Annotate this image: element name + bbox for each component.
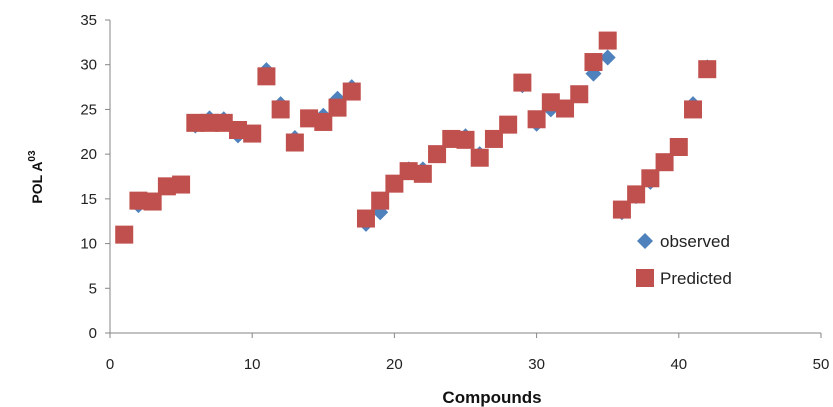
predicted-point [115,225,134,244]
x-tick-label: 10 [244,356,261,373]
predicted-point [314,112,333,131]
predicted-point [300,109,319,128]
y-axis-label-base: POL A [29,162,45,204]
predicted-point [484,129,503,148]
predicted-point [442,129,461,148]
observed-legend-label: observed [660,232,730,251]
predicted-point [385,174,404,193]
predicted-point [257,67,276,86]
y-axis: 0 5 10 15 20 25 30 35 [80,12,111,342]
y-tick-label: 5 [89,280,97,297]
predicted-point [556,99,575,118]
x-tick-label: 50 [813,356,830,373]
y-tick-labels: 0 5 10 15 20 25 30 35 [80,12,110,342]
predicted-point [143,192,162,211]
predicted-point [186,113,205,132]
predicted-point [428,145,447,164]
predicted-point [513,73,532,92]
y-tick-label: 30 [80,57,97,74]
predicted-point [684,100,703,119]
observed-legend-marker [637,233,653,249]
predicted-point [243,124,262,143]
x-axis: 0 10 20 30 40 50 [106,332,830,373]
predicted-point [527,110,546,129]
y-tick-label: 10 [80,236,97,253]
x-tick-label: 40 [670,356,687,373]
y-axis-label-superscript: 03 [27,150,38,162]
predicted-point [570,85,589,104]
predicted-point [541,93,560,112]
predicted-point [655,153,674,172]
predicted-point [698,60,717,79]
predicted-legend-label: Predicted [660,269,732,288]
predicted-point [157,177,176,196]
x-tick-label: 30 [528,356,545,373]
y-tick-label: 0 [89,325,97,342]
predicted-point [456,130,475,149]
predicted-point [413,164,432,183]
y-axis-label: POL A03 [27,150,45,204]
predicted-legend-marker [636,269,654,287]
predicted-point [598,31,617,50]
observed-point [599,49,616,66]
x-tick-labels: 0 10 20 30 40 50 [106,333,830,373]
x-tick-label: 0 [106,356,114,373]
predicted-point [669,137,688,156]
predicted-point [470,148,489,167]
predicted-point [356,209,375,228]
predicted-point [200,113,219,132]
y-tick-label: 35 [80,12,97,29]
predicted-point [228,120,247,139]
y-tick-label: 25 [80,101,97,118]
predicted-point [172,175,191,194]
predicted-point [499,115,518,134]
predicted-point [612,200,631,219]
y-tick-label: 15 [80,191,97,208]
predicted-point [129,191,148,210]
predicted-point [214,113,233,132]
predicted-point [627,185,646,204]
predicted-point [342,82,361,101]
predicted-point [328,98,347,117]
predicted-point [285,133,304,152]
plot-area [115,31,717,244]
legend: observed Predicted [636,232,732,288]
predicted-point [584,53,603,72]
predicted-point [641,169,660,188]
predicted-series [115,31,717,244]
predicted-point [371,191,390,210]
predicted-point [399,162,418,181]
y-tick-label: 20 [80,146,97,163]
predicted-point [271,100,290,119]
x-tick-label: 20 [386,356,403,373]
x-axis-label: Compounds [442,388,541,407]
